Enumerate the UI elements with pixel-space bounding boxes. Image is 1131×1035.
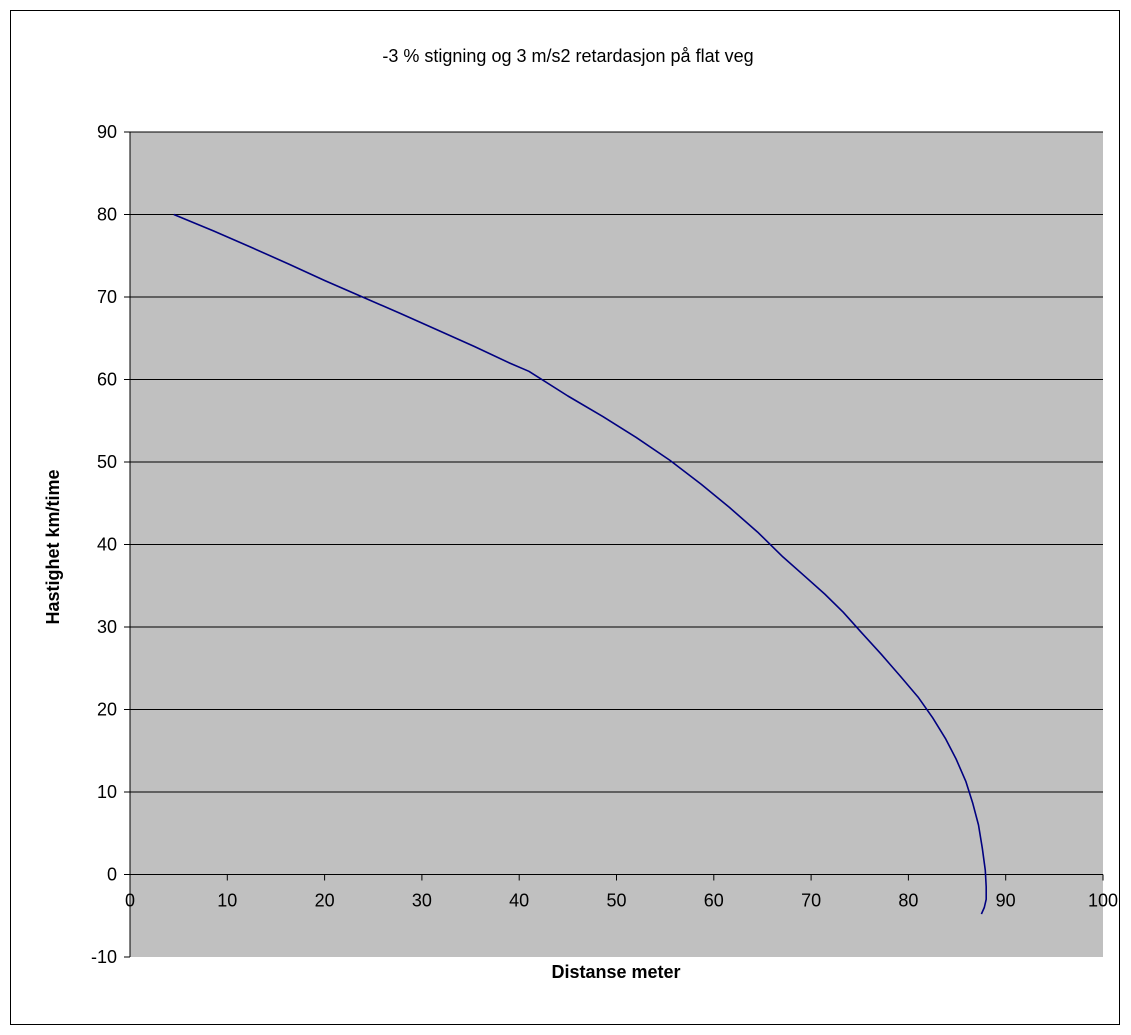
x-tick-label: 40 [509, 891, 529, 911]
x-tick-label: 50 [606, 891, 626, 911]
y-tick-label: 0 [107, 865, 117, 885]
x-tick-label: 0 [125, 891, 135, 911]
x-tick-label: 10 [217, 891, 237, 911]
series-line [173, 213, 988, 915]
y-axis-ticks: -10 0 10 20 30 40 50 60 70 80 90 [91, 122, 130, 967]
y-tick-label: 50 [97, 452, 117, 472]
x-tick-label: 30 [412, 891, 432, 911]
y-tick-label: 30 [97, 617, 117, 637]
y-tick-label: 60 [97, 370, 117, 390]
y-tick-label: 70 [97, 287, 117, 307]
y-axis-title: Hastighet km/time [43, 469, 63, 624]
x-tick-label: 70 [801, 891, 821, 911]
gridlines [130, 131, 1103, 875]
x-tick-label: 100 [1088, 891, 1118, 911]
y-tick-label: 40 [97, 535, 117, 555]
x-tick-label: 20 [315, 891, 335, 911]
chart-title: -3 % stigning og 3 m/s2 retardasjon på f… [382, 46, 753, 66]
y-tick-label: 80 [97, 205, 117, 225]
x-axis-ticks: 0 10 20 30 40 50 60 70 80 90 100 [125, 874, 1118, 911]
x-axis-title: Distanse meter [551, 962, 680, 982]
x-tick-label: 80 [898, 891, 918, 911]
series-layer [173, 213, 988, 915]
y-tick-label: 10 [97, 782, 117, 802]
y-tick-label: 20 [97, 700, 117, 720]
x-tick-label: 90 [996, 891, 1016, 911]
y-tick-label: 90 [97, 122, 117, 142]
y-tick-label: -10 [91, 947, 117, 967]
x-tick-label: 60 [704, 891, 724, 911]
